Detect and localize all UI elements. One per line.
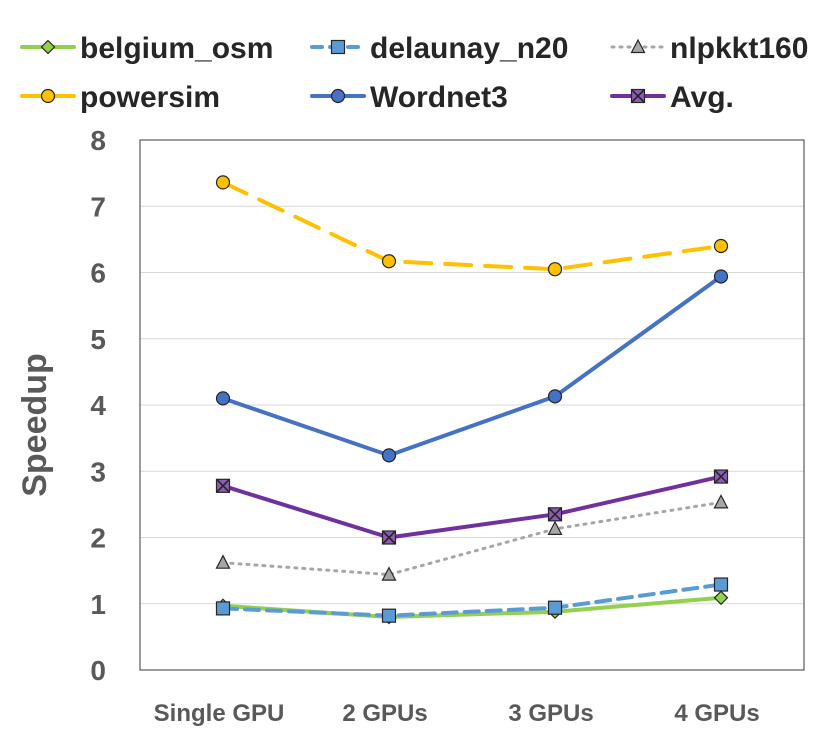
y-axis-label: Speedup: [16, 353, 54, 497]
data-point: [215, 478, 231, 493]
data-point: [381, 448, 397, 463]
x-tick-label: 2 GPUs: [342, 700, 427, 727]
series-line: [221, 274, 723, 458]
legend-marker: [630, 38, 646, 54]
y-tick-label: 0: [90, 655, 106, 686]
series-avg: [215, 469, 729, 545]
legend-item-wordnet3: Wordnet3: [310, 81, 508, 114]
legend-item-powersim: powersim: [20, 81, 220, 114]
series-group: [215, 175, 729, 625]
y-tick-label: 5: [90, 324, 106, 355]
data-point: [547, 600, 563, 615]
series-delaunay-n20: [215, 577, 729, 623]
data-point: [713, 238, 729, 254]
legend: belgium_osm delaunay_n20 nlpkkt160 powersim…: [20, 32, 808, 114]
data-point: [713, 469, 729, 484]
legend-item-belgium-osm: belgium_osm: [20, 32, 273, 65]
y-tick-label: 8: [90, 125, 106, 156]
series-line: [221, 474, 723, 540]
legend-item-delaunay-n20: delaunay_n20: [310, 32, 568, 65]
legend-marker: [40, 39, 56, 55]
y-tick-label: 2: [90, 523, 106, 554]
data-point: [215, 391, 231, 406]
legend-label: belgium_osm: [80, 32, 273, 65]
data-point: [381, 254, 397, 269]
legend-item-nlpkkt160: nlpkkt160: [610, 32, 808, 65]
data-point: [381, 566, 397, 581]
data-point: [215, 554, 231, 569]
legend-marker: [330, 39, 346, 55]
series-line: [221, 595, 723, 619]
legend-marker: [40, 88, 56, 104]
plot-area-frame: [139, 139, 805, 671]
series-wordnet3: [215, 269, 729, 463]
data-point: [713, 494, 729, 509]
data-point: [381, 608, 397, 623]
legend-label: nlpkkt160: [670, 32, 808, 65]
legend-item-avg: Avg.: [610, 81, 734, 114]
x-tick-label: 3 GPUs: [508, 700, 593, 727]
data-point: [713, 577, 729, 592]
data-point: [713, 269, 729, 284]
y-tick-label: 1: [90, 589, 106, 620]
y-tick-label: 3: [90, 456, 106, 487]
series-powersim: [215, 175, 729, 277]
legend-label: Wordnet3: [370, 81, 508, 114]
data-point: [547, 520, 563, 535]
series-nlpkkt160: [215, 494, 729, 581]
data-point: [547, 262, 563, 277]
y-tick-label: 7: [90, 191, 106, 222]
x-tick-label: 4 GPUs: [674, 700, 759, 727]
legend-label: Avg.: [670, 81, 734, 114]
x-tick-label: Single GPU: [154, 700, 285, 727]
series-line: [221, 500, 723, 577]
series-line: [221, 180, 723, 272]
y-axis-ticks: 0 1 2 3 4 5 6 7 8: [90, 125, 106, 686]
legend-marker: [330, 88, 346, 104]
data-point: [713, 590, 729, 606]
data-point: [215, 601, 231, 616]
y-tick-label: 4: [90, 390, 106, 421]
data-point: [547, 507, 563, 522]
data-point: [215, 175, 231, 190]
x-axis-ticks: Single GPU 2 GPUs 3 GPUs 4 GPUs: [154, 700, 760, 727]
series-line: [221, 582, 723, 618]
legend-label: powersim: [80, 81, 220, 114]
gridlines: [140, 205, 804, 605]
data-point: [547, 389, 563, 404]
legend-marker: [630, 88, 646, 104]
y-tick-label: 6: [90, 258, 106, 289]
data-point: [381, 530, 397, 545]
legend-label: delaunay_n20: [370, 32, 568, 65]
